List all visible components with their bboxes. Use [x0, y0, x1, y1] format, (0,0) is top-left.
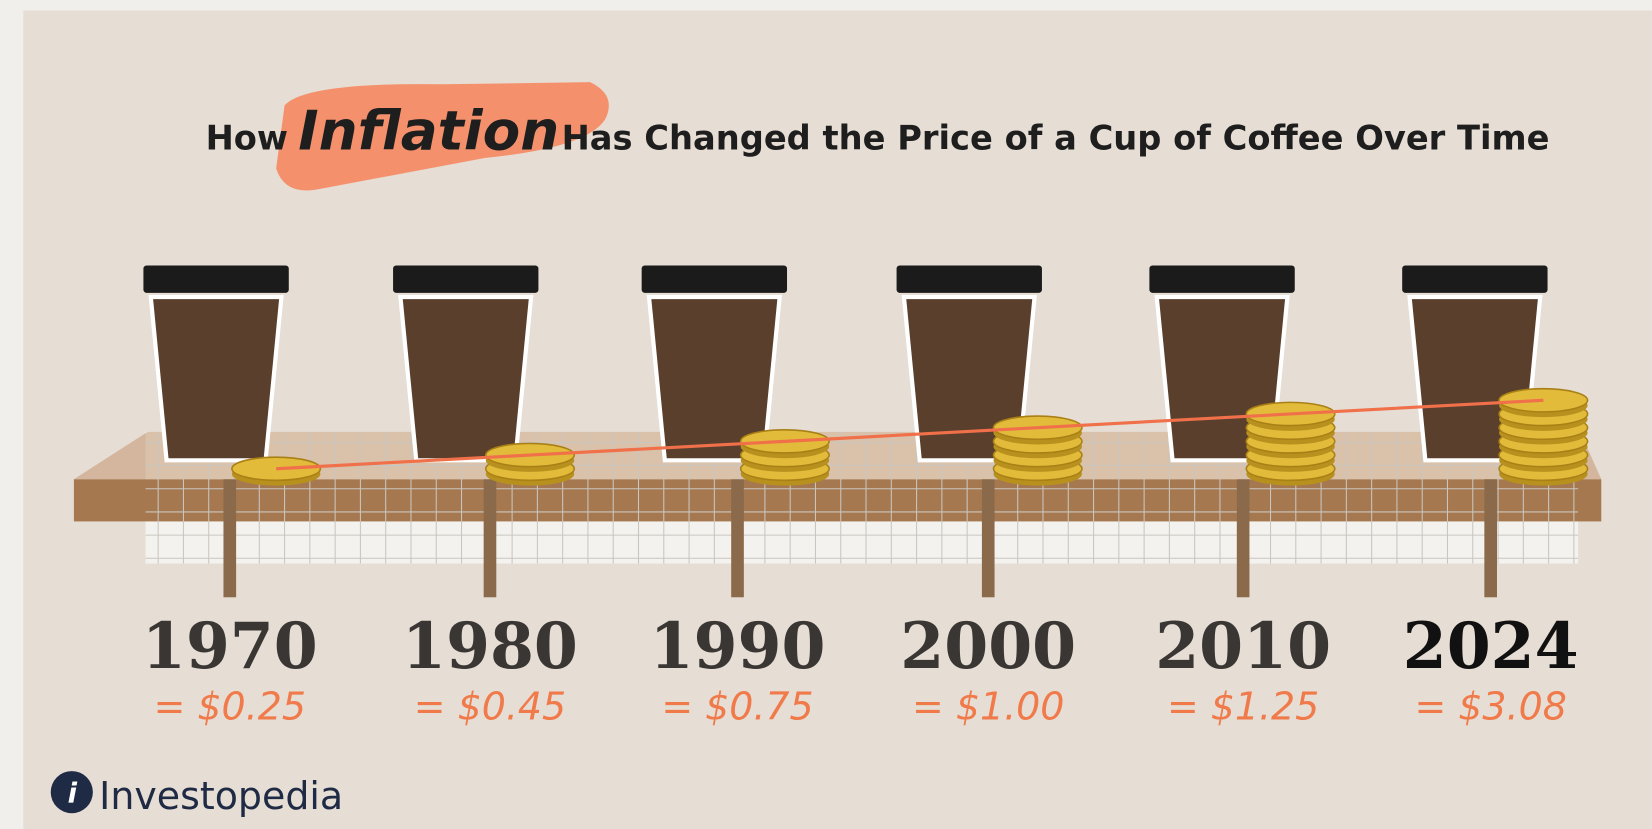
price: = $1.00: [912, 684, 1064, 728]
post: [981, 479, 995, 598]
post: [1484, 479, 1497, 598]
trend-line: [276, 398, 1544, 471]
year: 1990: [650, 609, 826, 683]
post: [731, 479, 744, 598]
logo-text: Investopedia: [99, 774, 343, 818]
cup-lid: [641, 265, 788, 293]
cup-lid: [1149, 265, 1295, 293]
title-highlight: Inflation: [298, 99, 559, 163]
cup: [398, 294, 534, 463]
post: [223, 479, 237, 598]
price: = $1.25: [1167, 684, 1319, 728]
post: [1236, 479, 1250, 598]
year: 1970: [142, 609, 318, 683]
price: = $0.25: [154, 684, 306, 728]
cup-lid: [143, 265, 289, 293]
cup-lid: [896, 265, 1042, 293]
price: = $0.45: [414, 684, 566, 728]
highlight-brush: [276, 82, 609, 191]
logo-mark: [50, 771, 93, 814]
cup-lid: [393, 265, 539, 293]
plank: [73, 479, 1602, 522]
price: = $3.08: [1415, 684, 1567, 728]
logo: i Investopedia: [50, 771, 343, 818]
year: 2024: [1403, 609, 1579, 683]
year: 2010: [1155, 609, 1331, 683]
shelf: [73, 431, 1602, 564]
post: [483, 479, 497, 598]
logo-i: i: [68, 779, 78, 810]
year: 1980: [402, 609, 578, 683]
year: 2000: [900, 609, 1076, 683]
cup: [148, 294, 284, 463]
price: = $0.75: [661, 684, 813, 728]
cup-lid: [1402, 265, 1548, 293]
title-start: How: [206, 119, 288, 158]
title-end: Has Changed the Price of a Cup of Coffee…: [562, 119, 1550, 158]
